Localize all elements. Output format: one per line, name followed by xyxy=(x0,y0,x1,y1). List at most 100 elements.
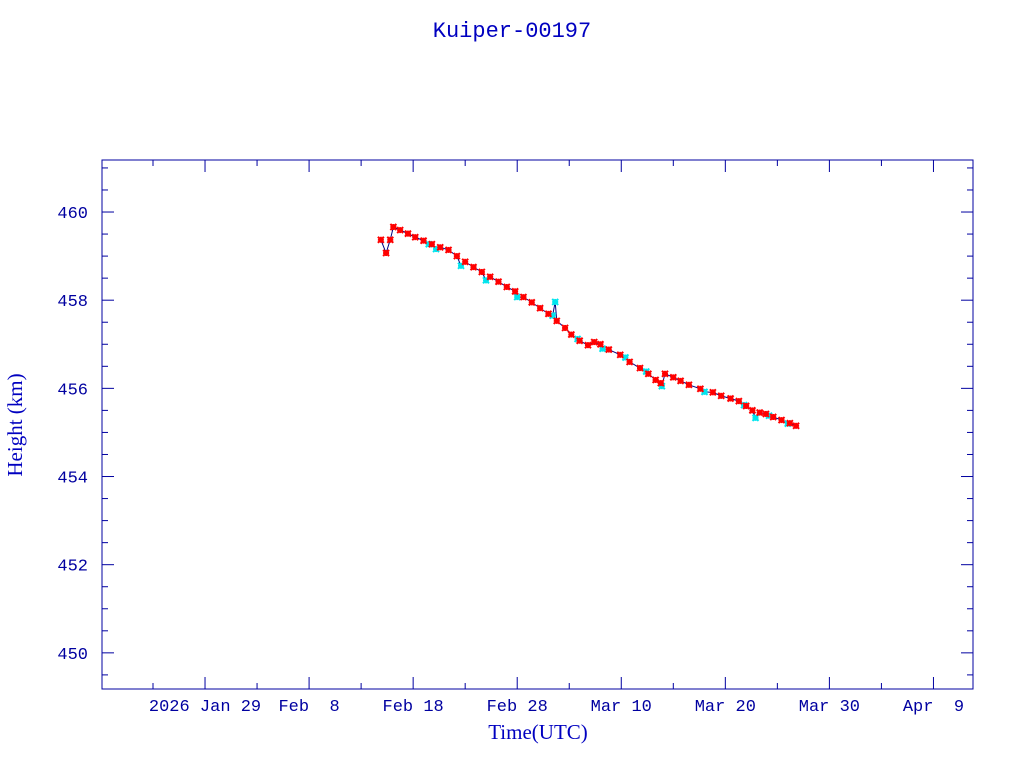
data-point xyxy=(669,373,678,382)
marker-stroke xyxy=(700,388,709,396)
marker-stroke xyxy=(792,422,800,430)
marker-stroke xyxy=(625,358,634,366)
data-point xyxy=(657,379,665,387)
marker-stroke xyxy=(762,410,770,418)
marker-stroke xyxy=(411,233,419,241)
marker-stroke xyxy=(436,243,444,251)
data-point xyxy=(792,422,800,430)
y-tick-label: 454 xyxy=(57,470,88,489)
marker-stroke xyxy=(717,392,725,400)
data-point xyxy=(661,370,669,378)
data-point xyxy=(519,293,528,301)
marker-stroke xyxy=(709,388,717,397)
data-point xyxy=(742,402,750,410)
data-point xyxy=(644,370,653,378)
marker-stroke xyxy=(511,287,519,296)
marker-stroke xyxy=(551,298,559,306)
marker-stroke xyxy=(513,293,521,301)
data-point xyxy=(396,226,404,234)
marker-stroke xyxy=(444,246,453,254)
data-point xyxy=(616,351,624,359)
data-point xyxy=(726,394,735,403)
x-tick-label: Feb 28 xyxy=(487,698,548,717)
data-point xyxy=(769,413,777,421)
marker-stroke xyxy=(769,413,777,421)
data-point xyxy=(605,345,613,354)
marker-stroke xyxy=(651,376,660,384)
data-point xyxy=(748,406,757,415)
data-point xyxy=(709,388,717,397)
data-point xyxy=(685,381,693,389)
marker-stroke xyxy=(494,277,503,286)
marker-stroke xyxy=(598,344,607,353)
data-point xyxy=(567,330,576,339)
marker-stroke xyxy=(419,236,428,245)
marker-stroke xyxy=(478,268,486,276)
data-point xyxy=(777,416,786,424)
data-point xyxy=(696,385,705,393)
data-point xyxy=(511,287,519,296)
y-tick-label: 458 xyxy=(57,293,88,312)
marker-stroke xyxy=(621,353,630,362)
data-point xyxy=(544,310,553,318)
data-point xyxy=(528,298,536,307)
marker-stroke xyxy=(669,373,678,382)
marker-stroke xyxy=(553,317,561,325)
data-point xyxy=(503,283,511,291)
marker-stroke xyxy=(584,341,592,349)
marker-stroke xyxy=(636,364,644,372)
marker-stroke xyxy=(404,229,412,238)
data-point xyxy=(735,397,743,405)
marker-stroke xyxy=(777,416,786,424)
data-point xyxy=(561,324,569,332)
data-point xyxy=(486,273,494,281)
data-point xyxy=(428,240,436,248)
marker-stroke xyxy=(486,273,494,281)
marker-stroke xyxy=(536,304,544,312)
data-point xyxy=(478,268,486,276)
marker-stroke xyxy=(561,324,569,332)
y-tick-label: 452 xyxy=(57,558,88,577)
marker-stroke xyxy=(726,394,735,403)
x-tick-label: Feb 8 xyxy=(278,698,339,717)
x-tick-label: Feb 18 xyxy=(383,698,444,717)
y-tick-label: 456 xyxy=(57,381,88,400)
marker-stroke xyxy=(389,223,398,231)
data-point xyxy=(755,408,764,417)
data-point xyxy=(377,236,385,244)
marker-stroke xyxy=(453,252,461,260)
marker-stroke xyxy=(428,240,436,248)
data-point xyxy=(444,246,453,254)
alt-data-point xyxy=(658,382,666,390)
plot-frame xyxy=(101,159,974,690)
data-point xyxy=(453,252,461,260)
marker-stroke xyxy=(658,382,666,390)
marker-stroke xyxy=(575,337,584,345)
data-point xyxy=(389,223,398,231)
x-tick-label: Mar 30 xyxy=(799,698,860,717)
data-point xyxy=(676,377,685,385)
data-point xyxy=(596,340,605,348)
data-point xyxy=(762,410,770,418)
data-point xyxy=(636,364,644,372)
x-tick-label: Mar 10 xyxy=(591,698,652,717)
marker-stroke xyxy=(605,345,613,354)
chart-title: Kuiper-00197 xyxy=(433,19,591,44)
marker-stroke xyxy=(567,330,576,339)
marker-stroke xyxy=(786,419,794,427)
marker-stroke xyxy=(657,379,665,387)
marker-stroke xyxy=(755,408,764,417)
marker-stroke xyxy=(386,236,394,244)
data-point xyxy=(717,392,725,400)
x-axis-label: Time(UTC) xyxy=(488,720,588,744)
y-tick-label: 450 xyxy=(57,646,88,665)
data-point xyxy=(536,304,544,312)
marker-stroke xyxy=(661,370,669,378)
data-point xyxy=(786,419,794,427)
data-point xyxy=(382,249,390,257)
data-point xyxy=(461,258,469,266)
y-tick-label: 460 xyxy=(57,205,88,224)
x-tick-label: 2026 Jan 29 xyxy=(149,698,261,717)
marker-stroke xyxy=(676,377,685,385)
